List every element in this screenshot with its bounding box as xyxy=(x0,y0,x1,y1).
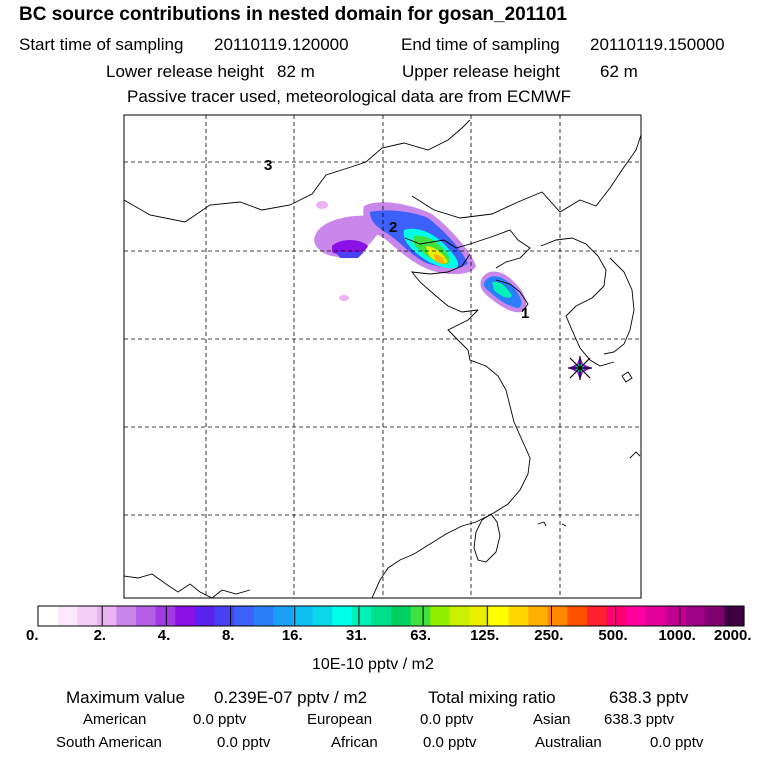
lat-lon-grid xyxy=(124,115,641,598)
colorbar-cell xyxy=(449,606,471,626)
colorbar-unit-label: 10E-10 pptv / m2 xyxy=(312,656,434,673)
colorbar-cell xyxy=(567,606,588,626)
colorbar-cell xyxy=(155,606,176,626)
colorbar-tick-label: 125. xyxy=(470,627,500,644)
colorbar-cell xyxy=(685,606,706,626)
region-value: 0.0 pptv xyxy=(217,734,271,751)
cluster-label-2: 2 xyxy=(389,219,397,236)
tracer-note: Passive tracer used, meteorological data… xyxy=(127,87,572,106)
colorbar-tick-label: 2. xyxy=(93,627,107,644)
colorbar-tick-label: 1000. xyxy=(658,627,696,644)
upper-release-label: Upper release height xyxy=(402,62,560,81)
colorbar-cell xyxy=(96,606,118,626)
colorbar-cell xyxy=(508,606,529,626)
region-name: Asian xyxy=(533,711,571,728)
upper-release-value: 62 m xyxy=(600,62,638,81)
colorbar-tick-label: 0. xyxy=(26,627,39,644)
colorbar-tick-label: 16. xyxy=(281,627,303,644)
colorbar-cell xyxy=(136,606,157,626)
colorbar-cell xyxy=(175,606,196,626)
region-name: European xyxy=(307,711,373,728)
region-value: 0.0 pptv xyxy=(420,711,474,728)
total-mixing-value: 638.3 pptv xyxy=(609,688,689,707)
lower-release-label: Lower release height xyxy=(106,62,264,81)
coastlines xyxy=(124,119,641,598)
colorbar-cell xyxy=(214,606,235,626)
end-time-label: End time of sampling xyxy=(401,35,560,54)
colorbar-tick-label: 63. xyxy=(410,627,432,644)
start-time-label: Start time of sampling xyxy=(19,35,184,54)
colorbar-cell xyxy=(489,606,510,626)
region-name: Australian xyxy=(535,734,602,751)
region-name: American xyxy=(83,711,147,728)
colorbar-cell xyxy=(38,606,59,626)
colorbar-cell xyxy=(57,606,78,626)
colorbar-cell xyxy=(587,606,608,626)
plot-title: BC source contributions in nested domain… xyxy=(19,4,567,25)
colorbar-tick-label: 250. xyxy=(534,627,564,644)
colorbar-cell xyxy=(391,606,412,626)
end-time-value: 20110119.150000 xyxy=(590,35,725,54)
region-value: 0.0 pptv xyxy=(650,734,704,751)
colorbar-tick-label: 2000. xyxy=(714,627,752,644)
cluster-label-3: 3 xyxy=(264,157,272,174)
start-time-value: 20110119.120000 xyxy=(214,35,349,54)
colorbar-cell xyxy=(77,606,98,626)
total-mixing-label: Total mixing ratio xyxy=(428,688,556,707)
colorbar-cell xyxy=(606,606,627,626)
colorbar-cell xyxy=(430,606,451,626)
colorbar-tick-label: 500. xyxy=(598,627,628,644)
colorbar-cell xyxy=(724,606,745,626)
concentration-plume-1 xyxy=(480,271,527,313)
cluster-label-1: 1 xyxy=(521,305,529,322)
colorbar-cells xyxy=(38,606,745,626)
colorbar-cell xyxy=(292,606,314,626)
max-value-label: Maximum value xyxy=(66,688,186,707)
concentration-plume-2 xyxy=(314,201,476,301)
region-name: African xyxy=(331,734,378,751)
colorbar-cell xyxy=(469,606,490,626)
region-value: 638.3 pptv xyxy=(604,711,675,728)
colorbar-cell xyxy=(547,606,569,626)
colorbar-cell xyxy=(704,606,725,626)
colorbar-cell xyxy=(665,606,686,626)
colorbar-cell xyxy=(410,606,431,626)
colorbar-dividers xyxy=(101,606,681,626)
colorbar-tick-label: 8. xyxy=(221,627,235,644)
colorbar-cell xyxy=(273,606,294,626)
colorbar-cell xyxy=(351,606,372,626)
map-frame xyxy=(123,114,642,599)
colorbar-cell xyxy=(116,606,137,626)
colorbar-cell xyxy=(194,606,216,626)
colorbar-cell xyxy=(528,606,549,626)
colorbar-cell xyxy=(253,606,274,626)
colorbar-cell xyxy=(645,606,667,626)
colorbar-cell xyxy=(626,606,647,626)
colorbar-cell xyxy=(371,606,392,626)
colorbar-cell xyxy=(312,606,333,626)
colorbar-tick-label: 4. xyxy=(157,627,171,644)
lower-release-value: 82 m xyxy=(277,62,315,81)
colorbar-cell xyxy=(234,606,255,626)
colorbar-cell xyxy=(332,606,353,626)
colorbar-tick-label: 31. xyxy=(346,627,367,644)
receptor-star-icon xyxy=(568,356,592,380)
max-value: 0.239E-07 pptv / m2 xyxy=(214,688,368,707)
region-name: South American xyxy=(56,734,162,751)
region-value: 0.0 pptv xyxy=(423,734,477,751)
region-value: 0.0 pptv xyxy=(193,711,247,728)
colorbar-frame xyxy=(37,605,745,627)
